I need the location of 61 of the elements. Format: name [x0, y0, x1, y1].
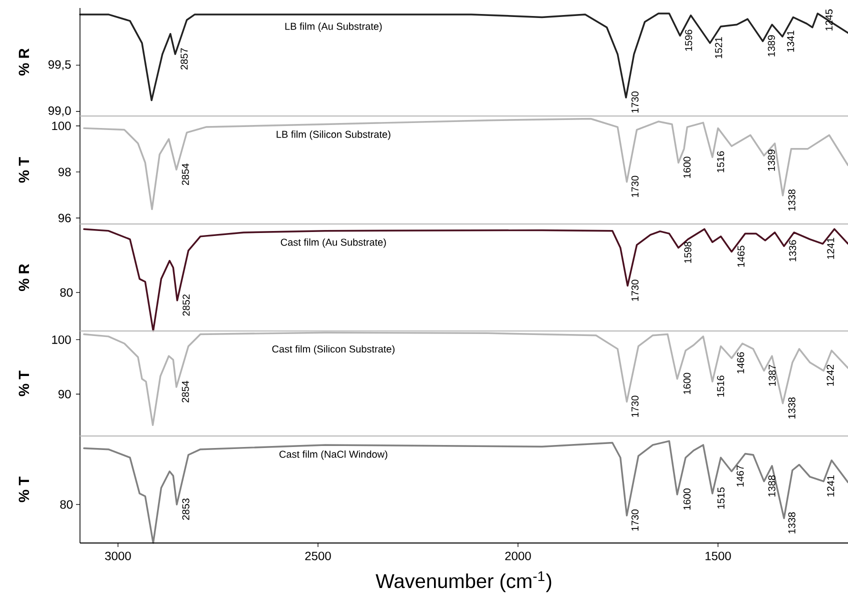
annotation: 1388 [768, 475, 776, 496]
annotation: 1465 [737, 246, 745, 267]
x-tick-label: 2000 [505, 552, 531, 560]
annotation: 1241 [827, 238, 834, 259]
annotation: 1389 [768, 150, 775, 171]
annotation: 1730 [631, 280, 639, 301]
x-tick-label: 1500 [706, 552, 731, 560]
y-axis-title: % T [18, 157, 30, 183]
annotation: 1730 [631, 92, 639, 113]
annotation: 1596 [685, 30, 692, 51]
annotation: 1338 [788, 512, 796, 534]
annotation: 1241 [827, 475, 834, 496]
y-axis-title: % T [18, 476, 30, 502]
annotation: 1338 [788, 189, 796, 211]
y-axis-title: % R [18, 48, 30, 76]
text: Cast film (Au Substrate) [280, 238, 386, 248]
annotation: 1336 [789, 240, 796, 262]
annotation: 1521 [715, 37, 722, 58]
line-series [83, 332, 848, 426]
y-tick-label: 98 [58, 168, 71, 176]
text: LB film (Au Substrate) [285, 22, 382, 32]
annotation: 1245 [825, 9, 833, 30]
annotation: 1516 [717, 151, 724, 172]
annotation: 2853 [182, 498, 190, 520]
x-tick-label: 3000 [105, 552, 131, 560]
line-series [83, 118, 848, 210]
annotation: 1730 [631, 509, 639, 531]
y-axis-title: % T [18, 370, 30, 396]
annotation: 1600 [683, 488, 691, 510]
x-axis-title: Wavenumber (cm$^{-1}$) [376, 571, 552, 592]
annotation: 1242 [826, 364, 834, 386]
annotation: 1466 [737, 352, 744, 374]
annotation: 1389 [768, 35, 775, 56]
text: 80 [60, 500, 73, 509]
annotation: 1387 [768, 364, 776, 386]
x-tick-label: 2500 [305, 552, 331, 560]
annotation: 2854 [182, 164, 189, 185]
y-tick-label: 100 [52, 335, 71, 344]
y-tick-label: 99,0 [48, 106, 71, 116]
annotation: 1598 [684, 242, 692, 263]
y-tick-label: 99,5 [48, 60, 71, 70]
annotation: 1515 [718, 487, 724, 509]
annotation: 2852 [182, 294, 190, 316]
annotation: 1467 [736, 465, 744, 486]
y-axis-title: % R [18, 264, 30, 291]
annotation: 1600 [683, 156, 691, 178]
annotation: 1338 [788, 397, 796, 418]
y-tick-label: 90 [58, 390, 71, 398]
annotation: 1730 [631, 396, 639, 417]
text: 80 [60, 288, 73, 297]
text: LB film (Silicon Substrate) [276, 130, 390, 140]
annotation: 1516 [717, 376, 724, 397]
annotation: 2854 [182, 380, 189, 402]
text: Cast film (NaCl Window) [279, 450, 388, 460]
annotation: 2857 [180, 48, 188, 70]
annotation: 1341 [787, 30, 794, 52]
text: Cast film (Silicon Substrate) [272, 345, 394, 355]
y-tick-label: 100 [52, 122, 71, 130]
y-tick-label: 96 [58, 214, 71, 222]
annotation: 1600 [683, 372, 691, 394]
annotation: 1730 [631, 176, 639, 197]
